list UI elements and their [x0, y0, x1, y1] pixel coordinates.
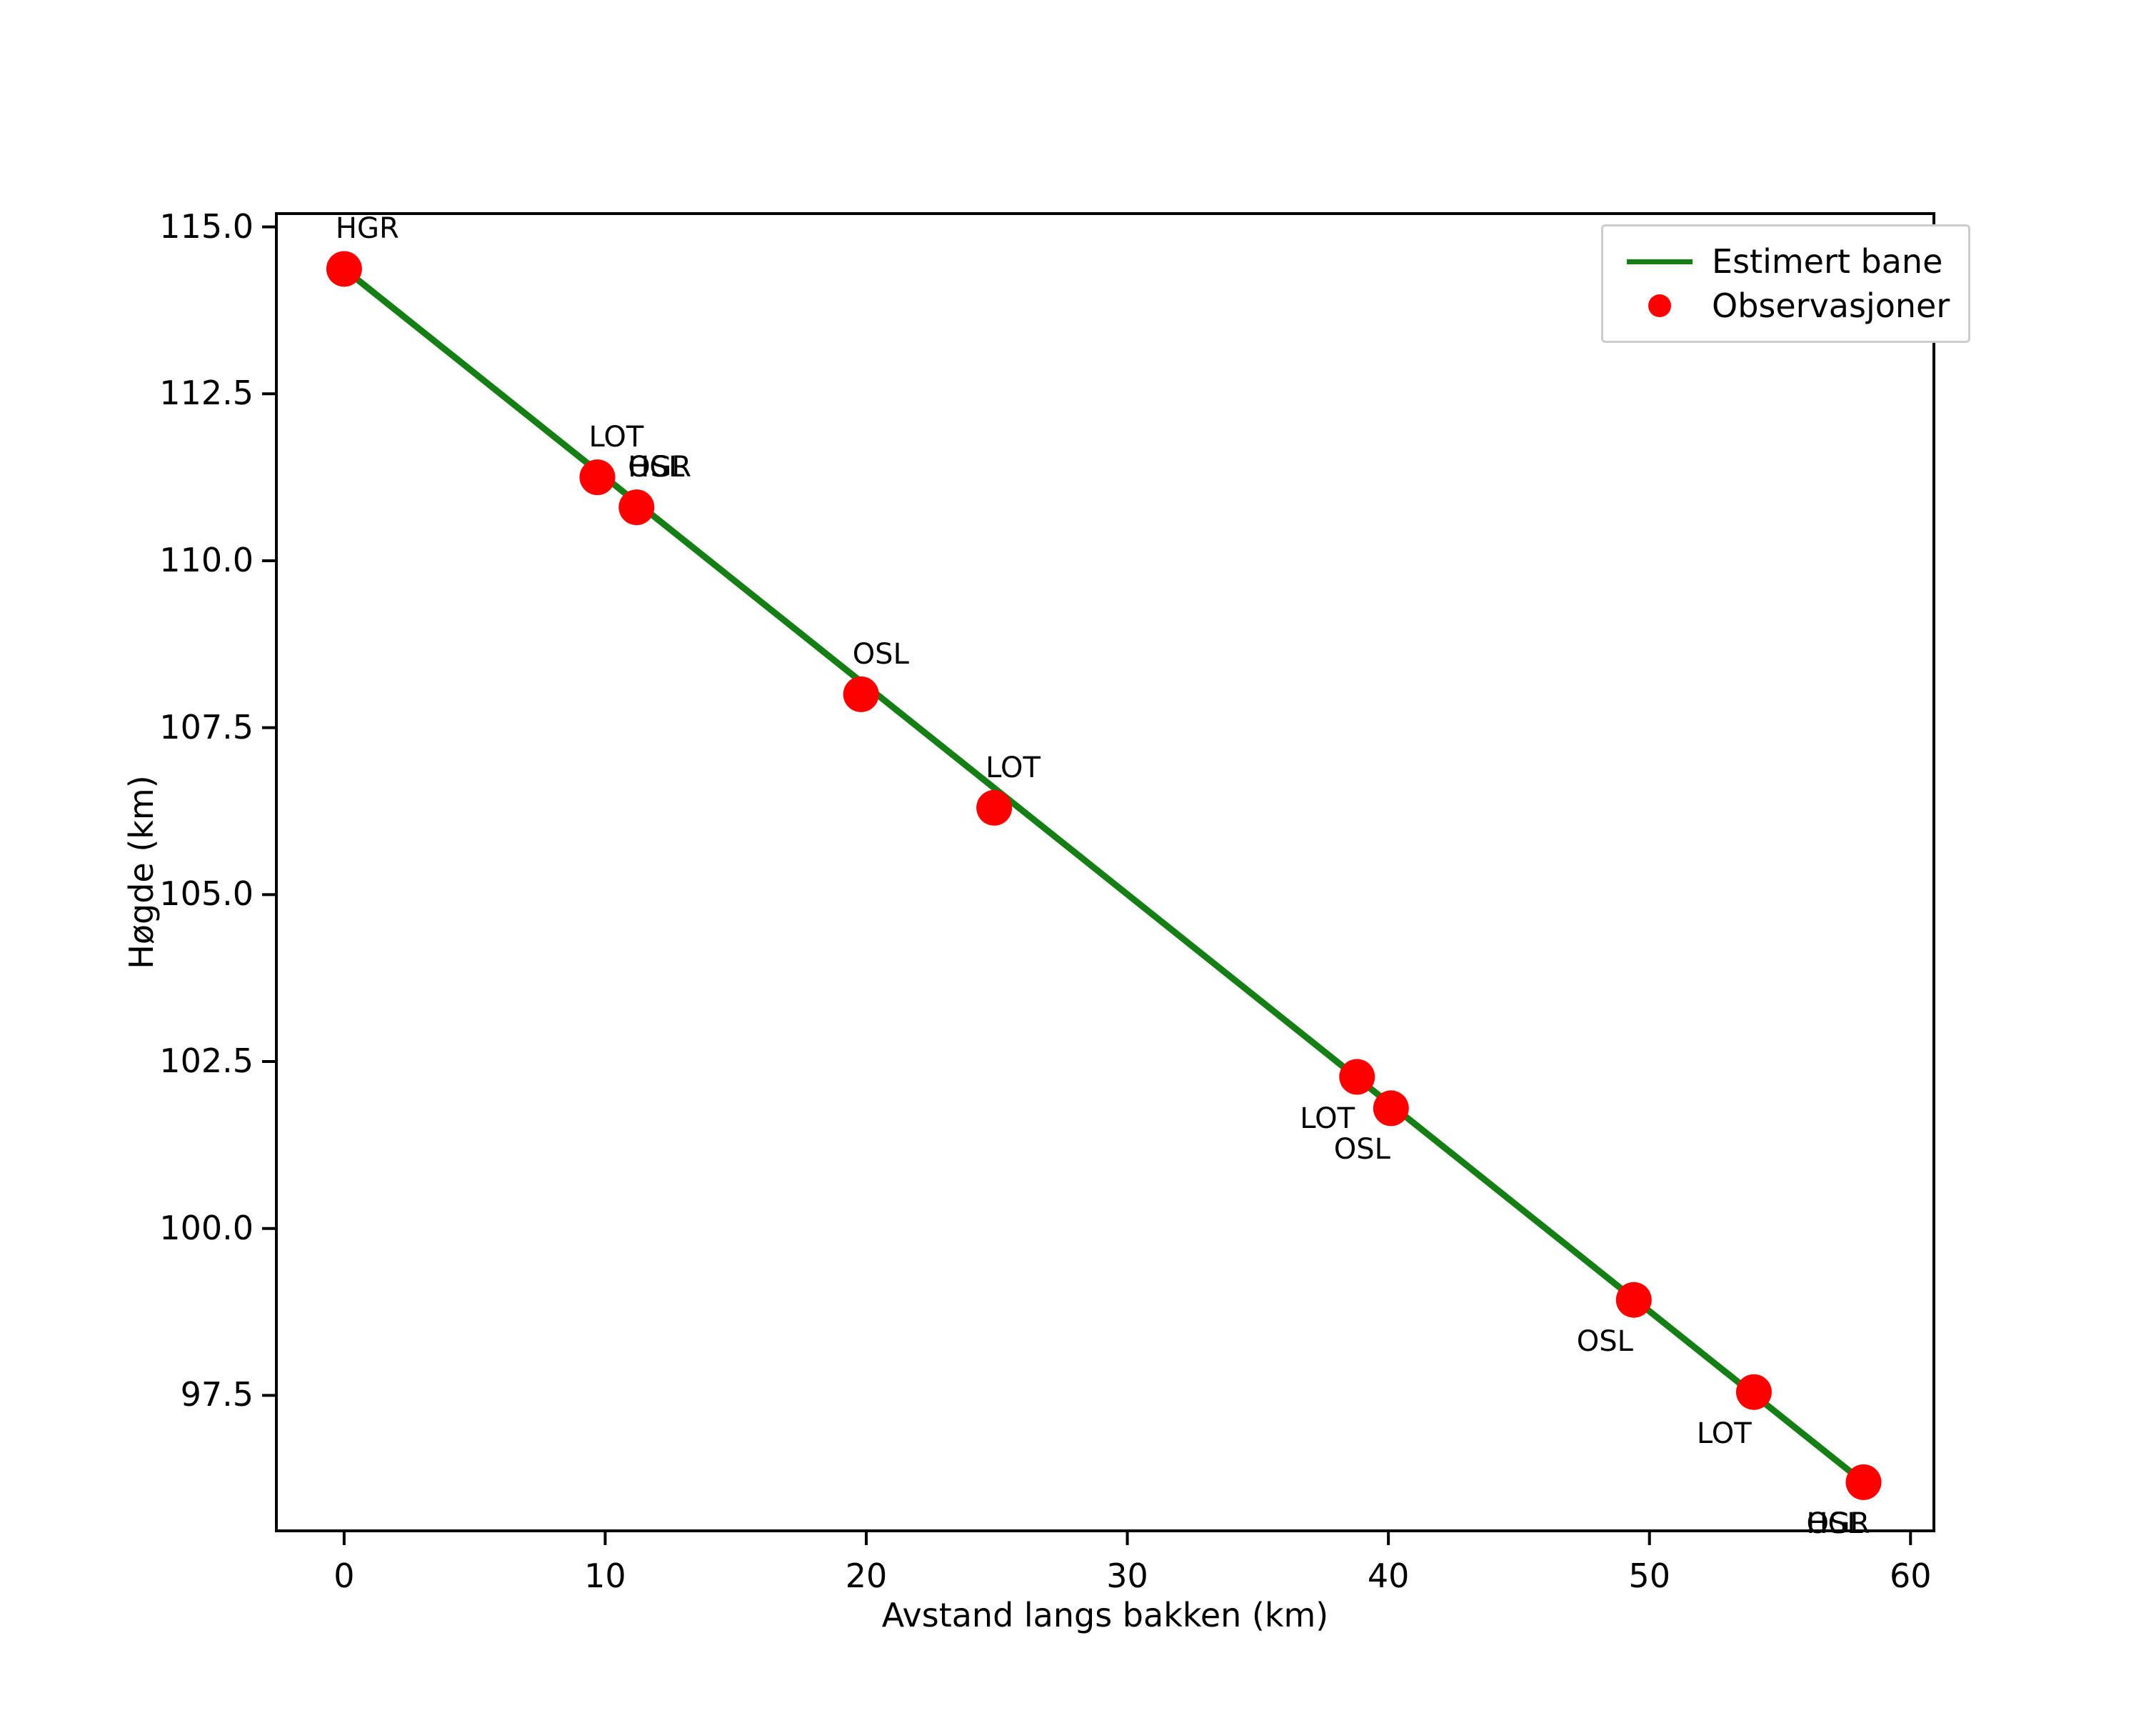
point-label-lot: LOT	[588, 421, 644, 454]
point-label-hgr: HGR	[628, 451, 692, 484]
y-tick-label: 97.5	[180, 1375, 254, 1414]
point-label-lot: LOT	[986, 751, 1041, 784]
point-label-osl: OSL	[1806, 1507, 1863, 1540]
legend-entry-estimert-bane[interactable]: Estimert bane	[1618, 239, 1950, 284]
y-tick-label: 115.0	[159, 206, 254, 246]
point-label-osl: OSL	[852, 637, 909, 671]
point-label-hgr: HGR	[1806, 1507, 1870, 1540]
x-tick-label: 50	[1628, 1557, 1670, 1595]
x-tick-label: 30	[1106, 1557, 1148, 1595]
x-tick-label: 60	[1889, 1557, 1932, 1595]
line-swatch-icon	[1618, 259, 1702, 264]
point-label-osl: OSL	[1333, 1133, 1390, 1167]
legend-label-estimert-bane: Estimert bane	[1712, 242, 1943, 281]
point-label-hgr: HGR	[335, 212, 399, 246]
y-axis-title: Høgde (km)	[122, 775, 161, 969]
chart-legend[interactable]: Estimert bane Observasjoner	[1601, 224, 1971, 343]
x-tick-label: 40	[1367, 1557, 1410, 1595]
data-series	[326, 251, 1882, 1500]
x-tick-label: 10	[584, 1557, 626, 1595]
y-tick-label: 102.5	[159, 1042, 254, 1080]
axis-ticks	[262, 225, 1912, 1545]
point-label-osl: OSL	[1576, 1324, 1633, 1358]
legend-entry-observasjoner[interactable]: Observasjoner	[1618, 284, 1950, 328]
y-tick-label: 112.5	[159, 374, 254, 413]
y-tick-label: 100.0	[159, 1208, 254, 1247]
y-tick-label: 105.0	[159, 874, 254, 914]
legend-label-observasjoner: Observasjoner	[1712, 286, 1950, 325]
point-label-lot: LOT	[1696, 1417, 1752, 1450]
dot-swatch-icon	[1618, 294, 1702, 317]
x-axis-title: Avstand langs bakken (km)	[881, 1596, 1329, 1634]
y-tick-label: 110.0	[159, 540, 254, 579]
point-label-lot: LOT	[1300, 1102, 1355, 1135]
y-tick-label: 107.5	[159, 707, 254, 746]
x-tick-label: 20	[845, 1557, 888, 1595]
x-tick-label: 0	[334, 1557, 355, 1595]
point-label-osl: OSL	[628, 451, 685, 484]
